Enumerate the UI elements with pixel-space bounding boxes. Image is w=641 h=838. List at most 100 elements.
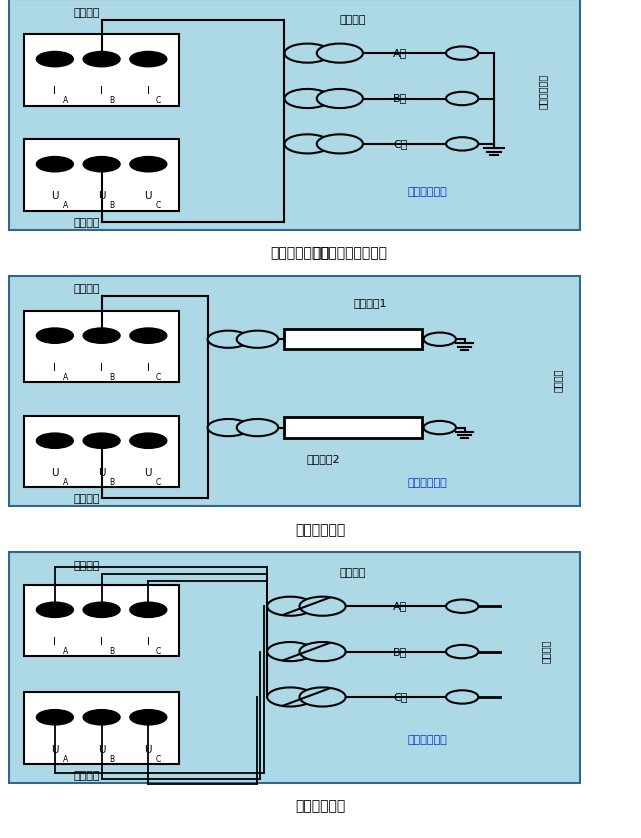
Text: C: C <box>156 647 162 656</box>
Text: B: B <box>110 96 115 106</box>
Text: 被测线路: 被测线路 <box>339 15 366 24</box>
Circle shape <box>267 642 313 661</box>
Text: C相: C相 <box>393 692 407 702</box>
Text: 被测线路: 被测线路 <box>339 568 366 577</box>
Circle shape <box>83 710 120 725</box>
Text: B: B <box>110 647 115 656</box>
Circle shape <box>130 433 167 448</box>
Text: C: C <box>156 373 162 382</box>
Text: A: A <box>63 373 68 382</box>
Circle shape <box>267 687 313 706</box>
Text: 被测线路1: 被测线路1 <box>353 298 387 308</box>
Bar <box>24 416 179 488</box>
Circle shape <box>83 603 120 618</box>
Text: 线路互感接线: 线路互感接线 <box>296 523 345 537</box>
Circle shape <box>37 51 73 67</box>
Text: U: U <box>51 744 58 754</box>
Text: U: U <box>145 468 152 478</box>
Text: 电压测量: 电压测量 <box>74 494 101 504</box>
Bar <box>284 329 422 349</box>
Circle shape <box>37 710 73 725</box>
Text: C: C <box>156 478 162 487</box>
Circle shape <box>285 44 331 63</box>
Text: C: C <box>156 201 162 210</box>
Circle shape <box>446 645 478 659</box>
Text: U: U <box>145 191 152 201</box>
Text: B: B <box>110 201 115 210</box>
Circle shape <box>446 691 478 704</box>
Bar <box>24 139 179 211</box>
Circle shape <box>83 51 120 67</box>
Text: B: B <box>110 373 115 382</box>
Circle shape <box>267 597 313 616</box>
Text: A: A <box>63 754 68 763</box>
Text: 零序阻抗接线: 零序阻抗接线 <box>408 187 447 197</box>
Text: A相: A相 <box>393 48 407 58</box>
Text: 互感测量接线: 互感测量接线 <box>408 478 447 488</box>
Text: 对端接地: 对端接地 <box>553 368 562 391</box>
Text: U: U <box>98 468 105 478</box>
Text: B: B <box>110 754 115 763</box>
Text: 正序电容接线: 正序电容接线 <box>296 799 345 814</box>
Circle shape <box>446 46 478 59</box>
Text: B相: B相 <box>393 647 407 657</box>
Circle shape <box>130 157 167 172</box>
Text: I: I <box>53 363 56 373</box>
Bar <box>24 34 179 106</box>
Circle shape <box>208 419 249 437</box>
Text: 仪器输出: 仪器输出 <box>74 8 101 18</box>
Bar <box>284 417 422 437</box>
Text: I: I <box>147 86 150 96</box>
Bar <box>24 692 179 764</box>
Text: A: A <box>63 478 68 487</box>
Circle shape <box>130 603 167 618</box>
Circle shape <box>446 137 478 151</box>
Circle shape <box>130 710 167 725</box>
Text: A相: A相 <box>393 601 407 611</box>
Text: 电压测量: 电压测量 <box>74 218 101 228</box>
Circle shape <box>83 433 120 448</box>
Text: A: A <box>63 647 68 656</box>
Circle shape <box>446 599 478 613</box>
Circle shape <box>317 89 363 108</box>
Text: U: U <box>51 191 58 201</box>
Text: I: I <box>53 637 56 647</box>
Circle shape <box>37 603 73 618</box>
Circle shape <box>130 328 167 344</box>
Circle shape <box>37 328 73 344</box>
Text: 对端短接接地: 对端短接接地 <box>538 74 548 109</box>
Text: U: U <box>145 744 152 754</box>
Circle shape <box>424 333 456 346</box>
Text: C相: C相 <box>393 139 407 149</box>
Circle shape <box>317 44 363 63</box>
Circle shape <box>83 157 120 172</box>
Circle shape <box>237 331 278 348</box>
Bar <box>24 585 179 656</box>
Circle shape <box>83 328 120 344</box>
Circle shape <box>299 642 345 661</box>
Text: I: I <box>147 637 150 647</box>
Text: 零序阻抗接线: 零序阻抗接线 <box>271 246 320 261</box>
Text: U: U <box>98 744 105 754</box>
Circle shape <box>37 157 73 172</box>
Text: I: I <box>100 86 103 96</box>
Text: B: B <box>110 478 115 487</box>
Text: A: A <box>63 96 68 106</box>
Text: B相: B相 <box>393 94 407 104</box>
Circle shape <box>424 421 456 434</box>
Bar <box>24 311 179 382</box>
Circle shape <box>285 134 331 153</box>
Text: 正序电容接线: 正序电容接线 <box>408 735 447 745</box>
Text: 对端悬空: 对端悬空 <box>541 640 551 664</box>
Circle shape <box>299 687 345 706</box>
Text: U: U <box>98 191 105 201</box>
Text: A: A <box>63 201 68 210</box>
Circle shape <box>37 433 73 448</box>
Text: I: I <box>147 363 150 373</box>
Text: I: I <box>53 86 56 96</box>
Text: 被测线路2: 被测线路2 <box>307 453 340 463</box>
Text: 电压测量: 电压测量 <box>74 771 101 781</box>
Circle shape <box>285 89 331 108</box>
Text: C: C <box>156 96 162 106</box>
Text: 仪器输出: 仪器输出 <box>74 561 101 571</box>
